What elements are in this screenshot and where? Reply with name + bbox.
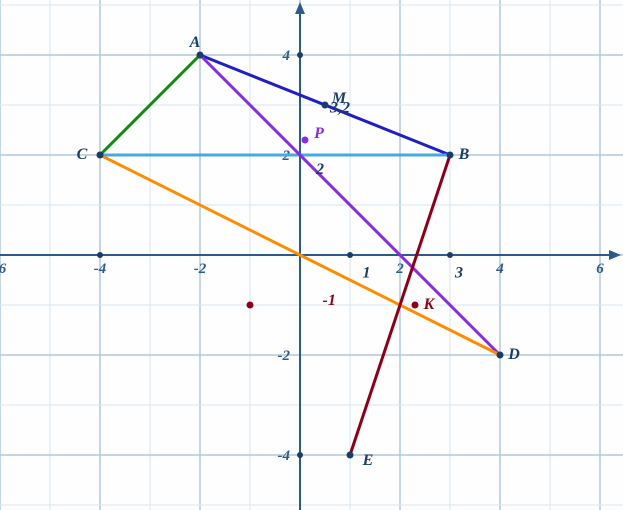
- x-tick-label: -6: [0, 261, 7, 277]
- val-2: 2: [315, 161, 324, 178]
- val-3: 3: [454, 265, 463, 282]
- point-label-D: D: [507, 346, 520, 363]
- y-tick-label: -2: [278, 348, 291, 364]
- point-A: [197, 52, 204, 59]
- point-label-A: A: [189, 34, 201, 51]
- x-tick-label: 6: [596, 261, 604, 277]
- point-o3: [447, 252, 453, 258]
- point-oy4: [297, 52, 303, 58]
- point-E: [347, 452, 354, 459]
- point-P: [302, 137, 309, 144]
- point-om4: [97, 252, 103, 258]
- point-n1: [247, 302, 254, 309]
- x-tick-label: 2: [395, 261, 404, 277]
- point-oym4: [297, 452, 303, 458]
- point-D: [497, 352, 504, 359]
- y-tick-label: 4: [282, 48, 291, 64]
- point-K: [412, 302, 419, 309]
- point-B: [447, 152, 454, 159]
- x-tick-label: -4: [94, 261, 107, 277]
- point-label-C: C: [77, 146, 88, 163]
- val-m1: -1: [323, 292, 336, 309]
- point-label-B: B: [458, 146, 470, 163]
- point-M: [322, 102, 329, 109]
- coordinate-plot: -6-4-2246-4-224ABCDEMPK3,2213-1: [0, 0, 623, 510]
- y-tick-label: -4: [278, 448, 291, 464]
- point-C: [97, 152, 104, 159]
- point-label-K: K: [423, 296, 436, 313]
- point-label-P: P: [313, 125, 324, 142]
- val-3-2: 3,2: [329, 100, 350, 117]
- x-tick-label: 4: [495, 261, 504, 277]
- point-o1: [347, 252, 353, 258]
- point-label-E: E: [362, 452, 374, 469]
- x-tick-label: -2: [194, 261, 207, 277]
- val-1: 1: [363, 265, 371, 282]
